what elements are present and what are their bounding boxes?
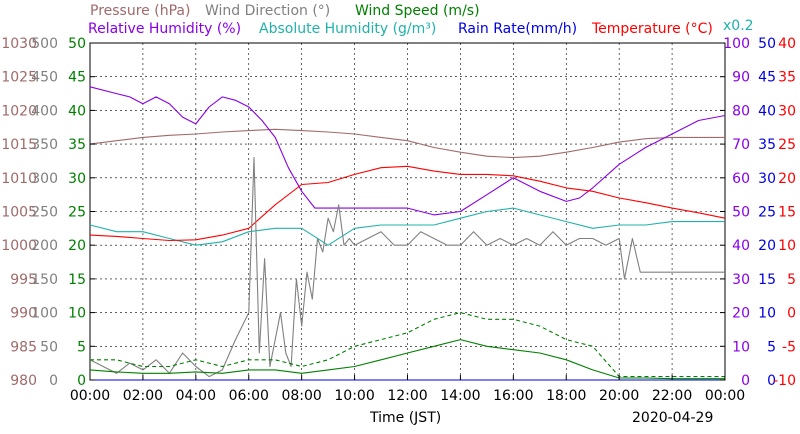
legend-temperature: Temperature (°C) <box>591 21 713 37</box>
y-tick-label-wind-speed: 30 <box>68 171 86 187</box>
y-tick-label-pressure: 985 <box>10 339 37 355</box>
y-tick-label-wind-direction: 500 <box>31 36 58 52</box>
y-tick-label-humidity: 50 <box>732 205 750 221</box>
y-tick-label-wind-direction: 150 <box>31 272 58 288</box>
y-tick-label-pressure: 995 <box>10 272 37 288</box>
y-tick-label-wind-speed: 20 <box>68 238 86 254</box>
y-tick-label-temperature: 20 <box>778 171 796 187</box>
y-tick-label-wind-speed: 25 <box>68 205 86 221</box>
y-tick-label-wind-speed: 40 <box>68 103 86 119</box>
y-tick-label-wind-direction: 450 <box>31 70 58 86</box>
legend-rain-rate: Rain Rate(mm/h) <box>458 21 577 37</box>
legend: Pressure (hPa) Wind Direction (°) Wind S… <box>88 3 754 37</box>
y-tick-label-temperature: 30 <box>778 103 796 119</box>
y-tick-label-temperature: 5 <box>787 272 796 288</box>
series-line-3 <box>89 165 726 242</box>
x-tick-label: 06:00 <box>229 388 269 404</box>
x-tick-label: 10:00 <box>334 388 374 404</box>
y-tick-label-rain-rate: 30 <box>758 171 776 187</box>
y-tick-label-rain-rate: 40 <box>758 103 776 119</box>
y-tick-label-wind-speed: 45 <box>68 70 86 86</box>
y-tick-label-wind-direction: 200 <box>31 238 58 254</box>
y-tick-label-rain-rate: 15 <box>758 272 776 288</box>
legend-multiplier-note: x0.2 <box>723 18 754 34</box>
y-tick-label-rain-rate: 25 <box>758 205 776 221</box>
y-tick-label-rain-rate: 50 <box>758 36 776 52</box>
y-tick-label-rain-rate: 45 <box>758 70 776 86</box>
legend-absolute-humidity: Absolute Humidity (g/m³) <box>259 21 436 37</box>
axes: 00:00 02:00 04:00 06:00 08:00 10:00 12:00 14:00… <box>1 36 796 404</box>
y-tick-label-wind-speed: 50 <box>68 36 86 52</box>
y-tick-label-temperature: -5 <box>782 339 796 355</box>
y-tick-label-pressure: 1015 <box>1 137 37 153</box>
y-tick-label-humidity: 80 <box>732 103 750 119</box>
y-tick-label-humidity: 20 <box>732 306 750 322</box>
y-tick-label-wind-direction: 350 <box>31 137 58 153</box>
x-tick-label: 02:00 <box>123 388 163 404</box>
x-axis-label: Time (JST) <box>369 410 441 426</box>
x-tick-label: 14:00 <box>440 388 480 404</box>
x-tick-label: 12:00 <box>387 388 427 404</box>
y-tick-label-humidity: 40 <box>732 238 750 254</box>
series-line-4 <box>89 157 725 378</box>
y-tick-label-wind-speed: 5 <box>77 339 86 355</box>
y-tick-label-pressure: 1010 <box>1 171 37 187</box>
y-tick-label-rain-rate: 5 <box>767 339 776 355</box>
y-tick-label-pressure: 1030 <box>1 36 37 52</box>
y-tick-label-wind-direction: 50 <box>40 339 58 355</box>
y-tick-label-temperature: 10 <box>778 238 796 254</box>
y-tick-label-humidity: 30 <box>732 272 750 288</box>
y-tick-label-wind-speed: 35 <box>68 137 86 153</box>
x-tick-label: 04:00 <box>176 388 216 404</box>
y-tick-label-temperature: 25 <box>778 137 796 153</box>
y-tick-label-rain-rate: 20 <box>758 238 776 254</box>
series-line-0 <box>89 128 725 159</box>
y-tick-label-temperature: 40 <box>778 36 796 52</box>
x-tick-label: 00:00 <box>70 388 110 404</box>
y-tick-label-temperature: 35 <box>778 70 796 86</box>
legend-relative-humidity: Relative Humidity (%) <box>88 21 241 37</box>
y-tick-label-temperature: 15 <box>778 205 796 221</box>
y-tick-label-humidity: 100 <box>723 36 750 52</box>
y-tick-label-humidity: 70 <box>732 137 750 153</box>
x-tick-label: 18:00 <box>546 388 586 404</box>
y-tick-label-wind-direction: 0 <box>49 373 58 389</box>
x-tick-label: 00:00 <box>705 388 745 404</box>
y-tick-label-humidity: 0 <box>741 373 750 389</box>
chart-date: 2020-04-29 <box>632 410 713 426</box>
series-line-1 <box>89 86 726 216</box>
y-tick-label-humidity: 10 <box>732 339 750 355</box>
y-tick-label-wind-speed: 15 <box>68 272 86 288</box>
y-tick-label-wind-direction: 400 <box>31 103 58 119</box>
y-tick-label-pressure: 1000 <box>1 238 37 254</box>
legend-pressure: Pressure (hPa) <box>90 3 190 19</box>
y-tick-label-humidity: 90 <box>732 70 750 86</box>
x-tick-label: 22:00 <box>652 388 692 404</box>
x-tick-label: 16:00 <box>493 388 533 404</box>
y-tick-label-wind-direction: 300 <box>31 171 58 187</box>
y-tick-label-wind-direction: 100 <box>31 306 58 322</box>
y-tick-label-wind-direction: 250 <box>31 205 58 221</box>
legend-wind-speed: Wind Speed (m/s) <box>355 3 480 19</box>
legend-wind-direction: Wind Direction (°) <box>205 3 330 19</box>
y-tick-label-rain-rate: 35 <box>758 137 776 153</box>
x-tick-label: 20:00 <box>599 388 639 404</box>
y-tick-label-pressure: 980 <box>10 373 37 389</box>
y-tick-label-wind-speed: 10 <box>68 306 86 322</box>
y-tick-label-pressure: 1025 <box>1 70 37 86</box>
y-tick-label-rain-rate: 10 <box>758 306 776 322</box>
series-line-2 <box>89 207 725 246</box>
y-tick-label-temperature: 0 <box>787 306 796 322</box>
x-tick-label: 08:00 <box>281 388 321 404</box>
y-tick-label-pressure: 1005 <box>1 205 37 221</box>
y-tick-label-humidity: 60 <box>732 171 750 187</box>
y-tick-label-temperature: -10 <box>773 373 796 389</box>
y-tick-label-pressure: 1020 <box>1 103 37 119</box>
y-tick-label-pressure: 990 <box>10 306 37 322</box>
y-tick-label-rain-rate: 0 <box>767 373 776 389</box>
y-tick-label-wind-speed: 0 <box>77 373 86 389</box>
